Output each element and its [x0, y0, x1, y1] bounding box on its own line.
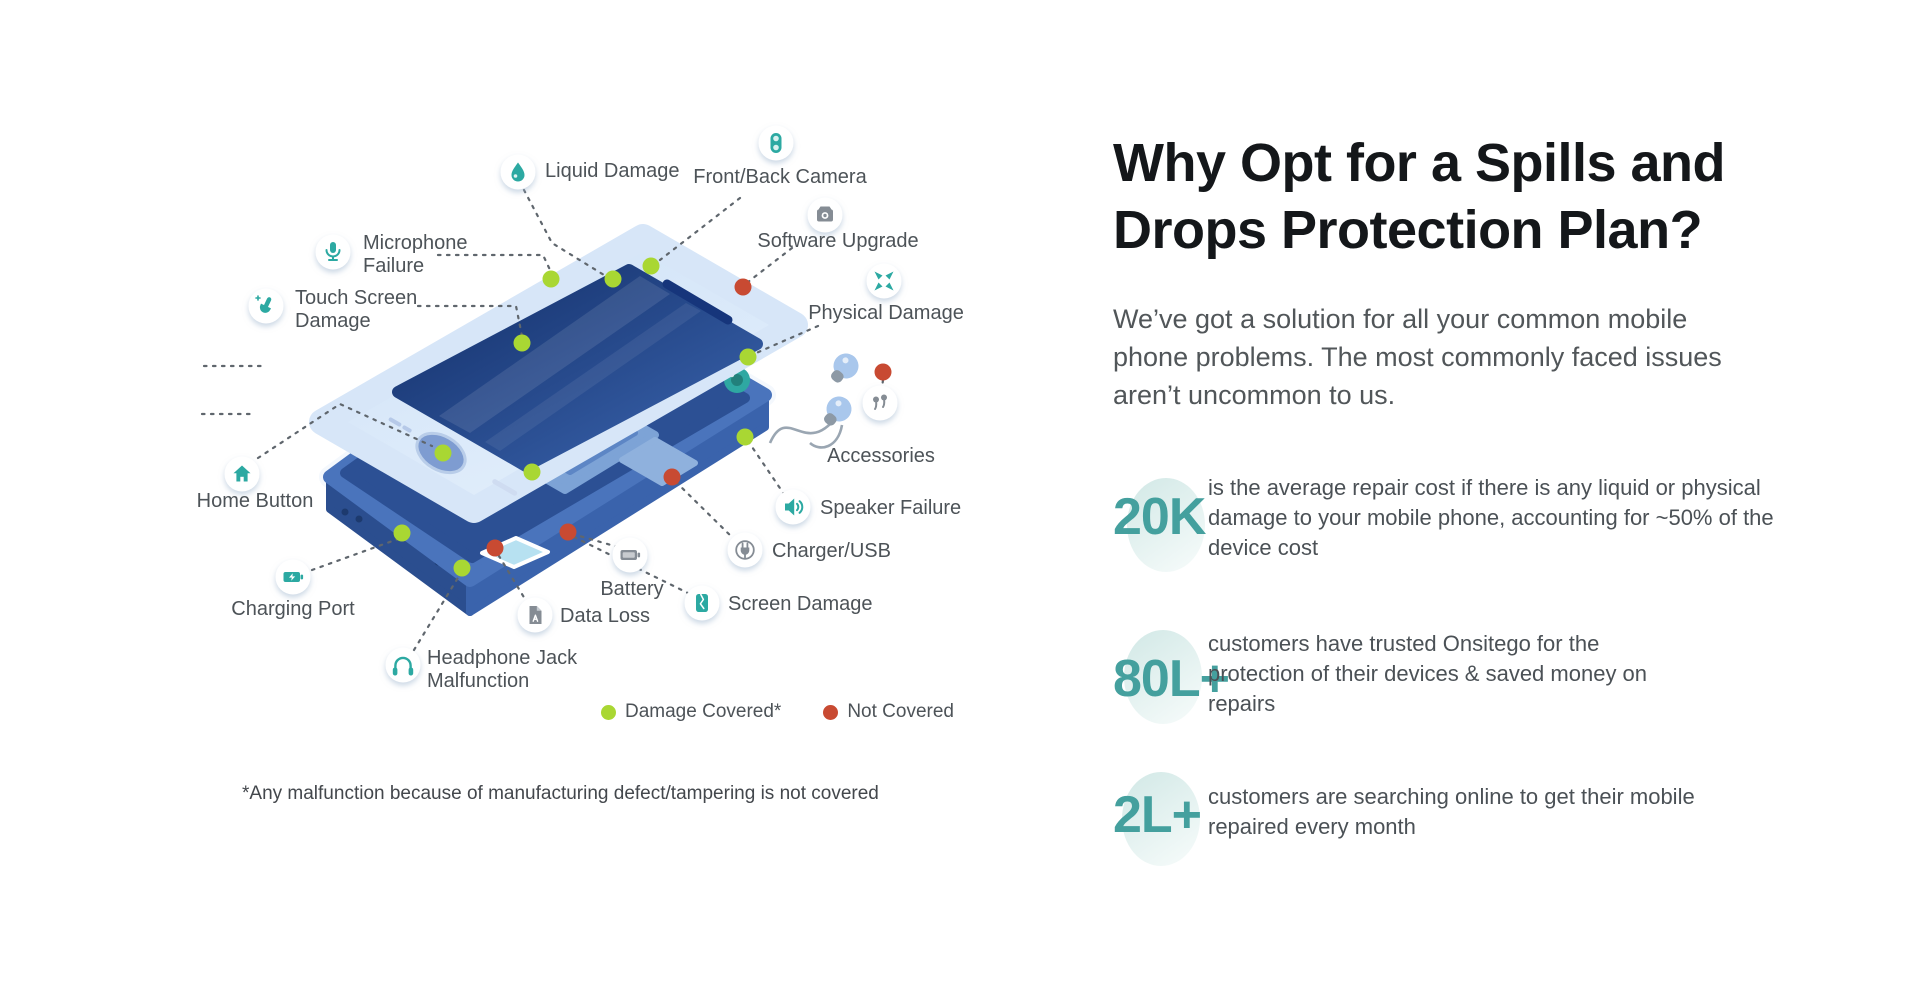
stat-bubble	[1127, 478, 1205, 572]
phone-face-illustration	[309, 224, 808, 523]
camera-icon	[758, 125, 794, 161]
label-headphone-jack-malfunction: Headphone Jack Malfunction	[427, 647, 578, 692]
stat-value-80l: 80L+	[1113, 650, 1230, 708]
microphone-icon	[315, 234, 351, 270]
headphones-icon	[385, 647, 421, 683]
not-covered-dots	[486, 278, 892, 557]
label-microphone-failure: Microphone Failure	[363, 232, 468, 277]
water-drop-icon	[500, 154, 536, 190]
home-icon	[224, 456, 260, 492]
charger-plug-icon	[727, 532, 763, 568]
cracked-screen-icon	[684, 585, 720, 621]
label-screen-damage: Screen Damage	[728, 593, 873, 615]
label-speaker-failure: Speaker Failure	[820, 497, 962, 519]
section-heading: Why Opt for a Spills and Drops Protectio…	[1113, 133, 1726, 260]
leader-lines	[200, 188, 885, 652]
legend-not-covered-label: Not Covered	[847, 701, 954, 722]
data-loss-file-icon	[517, 597, 553, 633]
earbuds-icon	[862, 385, 898, 421]
stat-bubble	[1124, 630, 1202, 724]
label-charging-port: Charging Port	[231, 598, 355, 620]
label-home-button: Home Button	[196, 490, 314, 512]
section-paragraph: We’ve got a solution for all your common…	[1113, 304, 1722, 410]
coverage-dots	[393, 257, 892, 577]
stat-text-80l: customers have trusted Onsitego for the …	[1208, 631, 1648, 716]
legend-covered: Damage Covered*	[601, 701, 781, 723]
software-upgrade-icon	[807, 197, 843, 233]
label-front-back-camera: Front/Back Camera	[693, 166, 867, 188]
label-data-loss: Data Loss	[560, 605, 651, 627]
legend-not-covered: Not Covered	[823, 701, 954, 723]
charging-battery-icon	[275, 559, 311, 595]
label-software-upgrade: Software Upgrade	[757, 230, 919, 252]
stat-bubble	[1122, 772, 1200, 866]
label-touch-screen-damage: Touch Screen Damage	[295, 287, 418, 332]
stat-value-20k: 20K	[1113, 488, 1206, 546]
coverage-footnote: *Any malfunction because of manufacturin…	[242, 783, 879, 804]
label-physical-damage: Physical Damage	[808, 302, 964, 324]
label-charger-usb: Charger/USB	[772, 540, 891, 562]
label-liquid-damage: Liquid Damage	[545, 160, 680, 182]
earphones-illustration	[768, 353, 859, 449]
physical-damage-icon	[866, 263, 902, 299]
legend-covered-label: Damage Covered*	[625, 701, 782, 722]
not-covered-dot-icon	[823, 704, 839, 720]
stat-text-2l: customers are searching online to get th…	[1208, 784, 1695, 839]
label-battery: Battery	[600, 578, 664, 600]
covered-dots	[393, 257, 757, 577]
touch-screen-icon	[248, 288, 284, 324]
stat-text-20k: is the average repair cost if there is a…	[1208, 475, 1774, 560]
battery-icon	[612, 537, 648, 573]
speaker-icon	[775, 489, 811, 525]
covered-dot-icon	[601, 704, 616, 720]
coverage-legend: Damage Covered* Not Covered	[601, 701, 954, 723]
stat-value-2l: 2L+	[1113, 786, 1202, 844]
label-accessories: Accessories	[827, 445, 935, 467]
